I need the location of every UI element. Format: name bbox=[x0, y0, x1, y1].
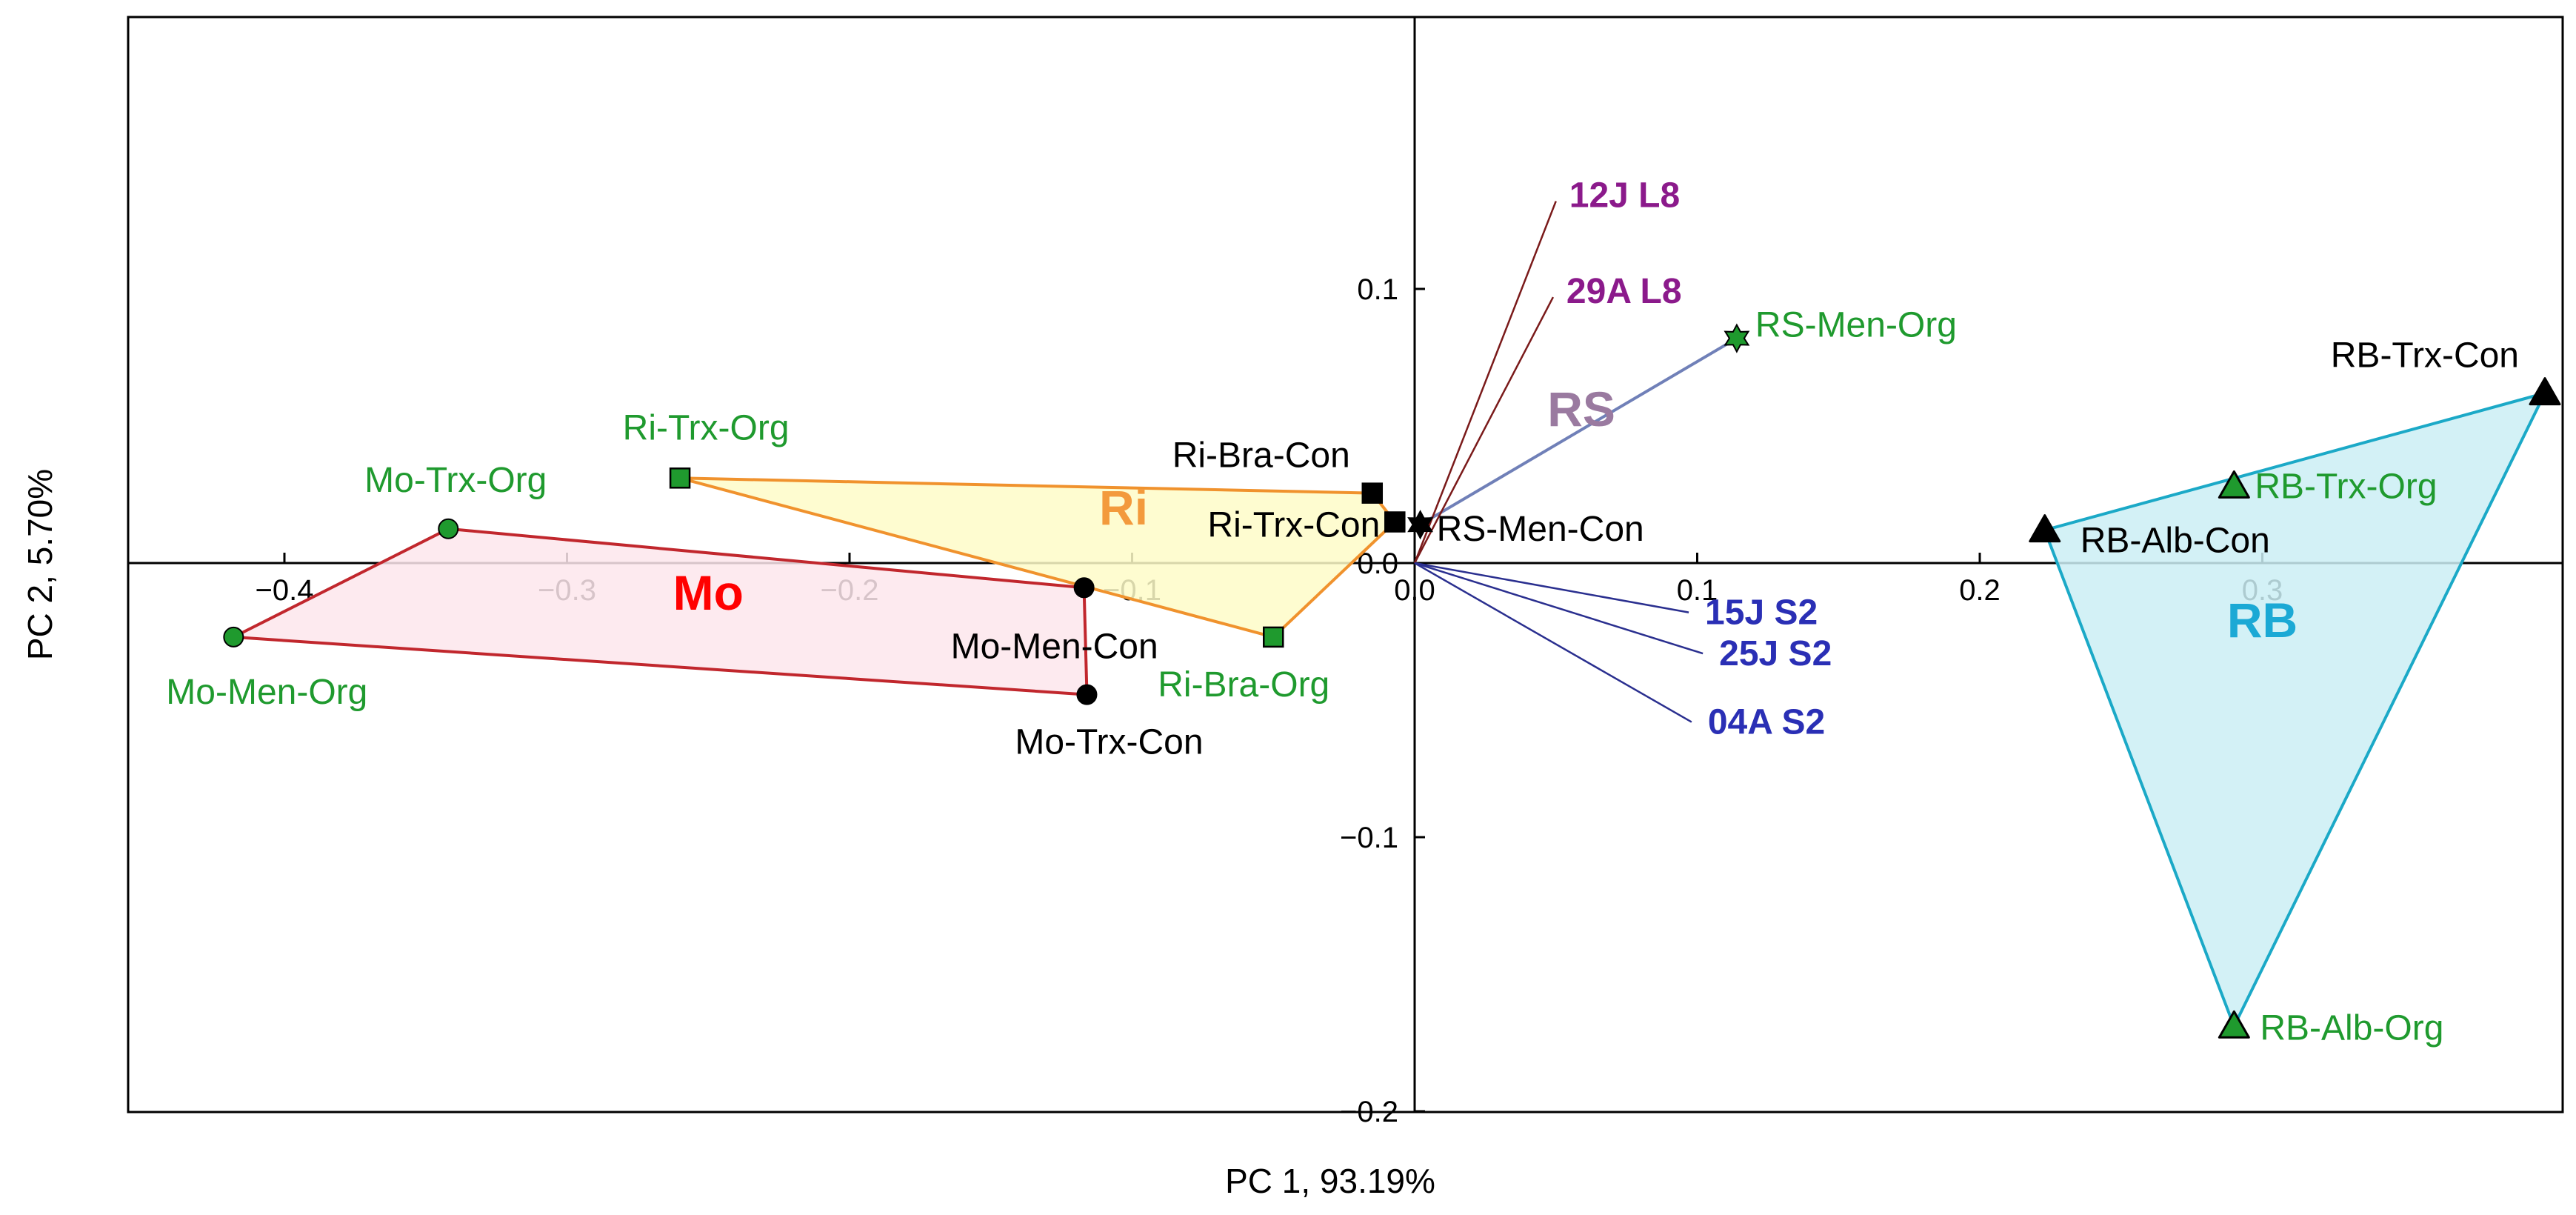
point-label-mo-trx-org: Mo-Trx-Org bbox=[364, 461, 547, 500]
point-rb-alb-org bbox=[2218, 1010, 2250, 1039]
point-label-mo-trx-con: Mo-Trx-Con bbox=[1015, 723, 1203, 762]
point-label-rb-alb-org: RB-Alb-Org bbox=[2260, 1008, 2443, 1048]
group-label-rb: RB bbox=[2227, 593, 2298, 648]
point-label-ri-bra-org: Ri-Bra-Org bbox=[1158, 665, 1329, 705]
vector-label-29a-l8: 29A L8 bbox=[1566, 272, 1682, 311]
point-mo-trx-org bbox=[438, 518, 459, 539]
point-label-rb-alb-con: RB-Alb-Con bbox=[2081, 522, 2270, 561]
y-axis-title: PC 2, 5.70% bbox=[21, 469, 59, 660]
group-label-rs: RS bbox=[1547, 382, 1615, 436]
point-label-rs-men-org: RS-Men-Org bbox=[1755, 306, 1957, 345]
point-rs-men-org bbox=[1724, 323, 1750, 353]
vector-04a-s2 bbox=[1414, 562, 1692, 723]
loading-vectors-layer bbox=[1413, 201, 1704, 723]
point-rs-men-con bbox=[1407, 510, 1434, 540]
point-rb-alb-con bbox=[2029, 514, 2061, 543]
vector-29a-l8 bbox=[1413, 296, 1555, 564]
x-axis-title: PC 1, 93.19% bbox=[1225, 1162, 1435, 1200]
point-ri-trx-org bbox=[669, 467, 691, 489]
vector-25j-s2 bbox=[1414, 562, 1704, 655]
y-tick-label: −0.2 bbox=[1340, 1096, 1398, 1128]
vector-label-25j-s2: 25J S2 bbox=[1719, 634, 1832, 673]
point-ri-bra-con bbox=[1361, 482, 1384, 504]
x-tick-label: 0.0 bbox=[1394, 574, 1435, 607]
x-tick-label: 0.2 bbox=[1959, 574, 2001, 607]
point-mo-trx-con bbox=[1076, 684, 1098, 705]
group-hulls-layer bbox=[232, 336, 2546, 1028]
point-label-rb-trx-org: RB-Trx-Org bbox=[2255, 467, 2437, 506]
point-rb-trx-con bbox=[2529, 377, 2561, 406]
point-label-ri-bra-con: Ri-Bra-Con bbox=[1172, 436, 1350, 476]
group-label-ri: Ri bbox=[1099, 480, 1148, 535]
point-label-ri-trx-org: Ri-Trx-Org bbox=[623, 408, 790, 447]
point-label-ri-trx-con: Ri-Trx-Con bbox=[1207, 506, 1380, 545]
hull-rb bbox=[2043, 391, 2546, 1028]
group-label-mo: Mo bbox=[673, 565, 744, 620]
point-mo-men-con bbox=[1073, 577, 1095, 599]
vector-15j-s2 bbox=[1414, 562, 1689, 613]
vector-label-15j-s2: 15J S2 bbox=[1705, 593, 1818, 633]
plot-frame bbox=[127, 16, 2564, 1114]
point-label-rb-trx-con: RB-Trx-Con bbox=[2331, 336, 2519, 376]
point-label-rs-men-con: RS-Men-Con bbox=[1437, 510, 1644, 549]
point-label-mo-men-org: Mo-Men-Org bbox=[166, 673, 367, 712]
point-rb-trx-org bbox=[2218, 470, 2250, 499]
vector-label-12j-l8: 12J L8 bbox=[1569, 176, 1680, 216]
x-tick-label: 0.1 bbox=[1677, 574, 1718, 607]
point-ri-bra-org bbox=[1263, 626, 1284, 648]
point-label-mo-men-con: Mo-Men-Con bbox=[951, 627, 1158, 666]
point-ri-trx-con bbox=[1384, 511, 1406, 533]
point-mo-men-org bbox=[223, 626, 244, 648]
y-tick-label: 0.1 bbox=[1357, 273, 1398, 306]
data-points-layer bbox=[223, 323, 2561, 1039]
vector-12j-l8 bbox=[1413, 201, 1557, 564]
vector-label-04a-s2: 04A S2 bbox=[1708, 703, 1825, 742]
y-tick-label: −0.1 bbox=[1340, 822, 1398, 854]
